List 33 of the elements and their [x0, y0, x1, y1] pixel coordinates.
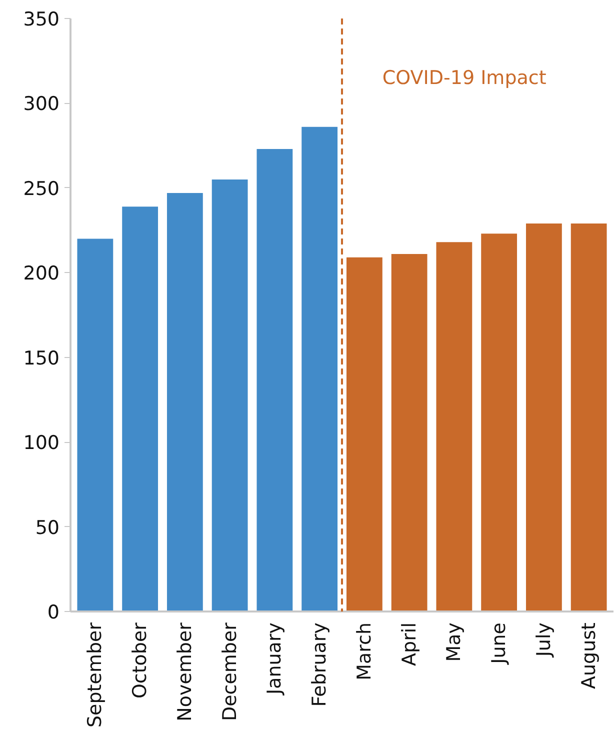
y-tick-label: 150: [23, 347, 60, 370]
y-tick-label: 100: [23, 432, 60, 454]
y-tick-label: 350: [23, 8, 60, 30]
bar: [481, 234, 518, 612]
x-tick-label: April: [398, 622, 420, 666]
bar: [570, 224, 607, 612]
bar: [122, 206, 158, 612]
x-tick-label: February: [308, 622, 331, 707]
x-tick-label: January: [264, 622, 286, 696]
x-tick-label: November: [174, 622, 196, 722]
bar: [526, 224, 562, 612]
y-tick-label: 50: [35, 516, 60, 539]
bar: [391, 254, 428, 612]
bar: [166, 193, 203, 612]
y-tick-label: 250: [23, 178, 60, 200]
bar: [256, 148, 293, 612]
y-tick-label: 200: [23, 262, 60, 285]
bar: [212, 179, 248, 612]
x-tick-label: June: [488, 622, 510, 665]
x-tick-label: May: [443, 622, 466, 662]
ref-line-label: COVID-19 Impact: [382, 66, 546, 89]
bar: [436, 242, 472, 612]
bar: [346, 257, 382, 612]
y-tick-label: 0: [47, 602, 60, 624]
x-tick-label: December: [218, 622, 241, 722]
x-tick-label: March: [353, 622, 376, 680]
x-tick-label: August: [578, 622, 600, 689]
bar: [77, 238, 114, 612]
x-tick-label: October: [129, 622, 152, 699]
x-tick-label: September: [84, 622, 106, 728]
y-tick-label: 300: [23, 93, 60, 116]
bar: [302, 126, 338, 612]
x-tick-label: July: [532, 622, 555, 658]
